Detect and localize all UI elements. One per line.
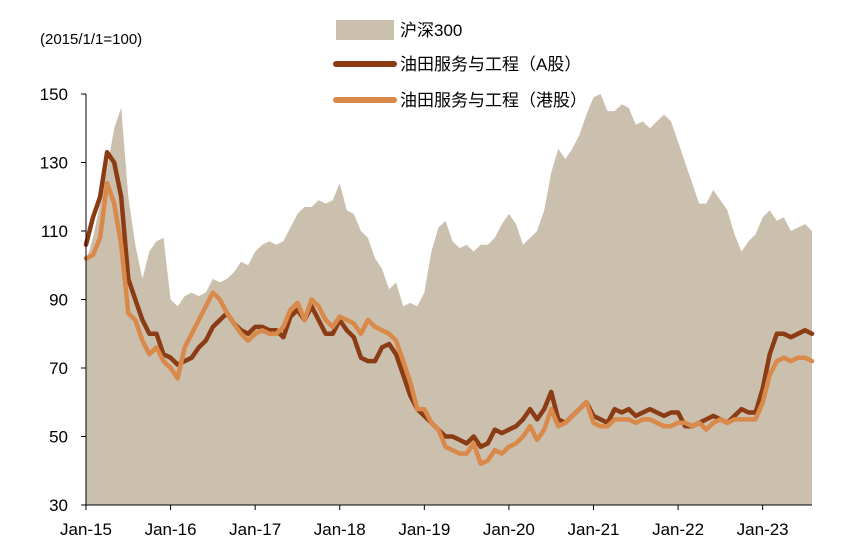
- y-tick-label: 50: [49, 428, 68, 447]
- legend-item-0: 沪深300: [336, 20, 462, 40]
- x-tick-label: Jan-20: [483, 520, 535, 539]
- legend-item-2: 油田服务与工程（港股）: [333, 91, 587, 110]
- x-tick-label: Jan-22: [652, 520, 704, 539]
- legend-label: 油田服务与工程（港股）: [400, 91, 587, 110]
- y-tick-label: 90: [49, 291, 68, 310]
- x-tick-labels: Jan-15 Jan-16 Jan-17 Jan-18 Jan-19 Jan-20 Jan-…: [60, 505, 789, 539]
- x-tick-label: Jan-16: [145, 520, 197, 539]
- x-tick-label: Jan-21: [568, 520, 620, 539]
- series-line-2: [83, 180, 815, 467]
- unit-note: (2015/1/1=100): [40, 31, 142, 48]
- x-tick-label: Jan-15: [60, 520, 112, 539]
- x-tick-label: Jan-18: [314, 520, 366, 539]
- x-tick-label: Jan-17: [229, 520, 281, 539]
- line-layer: [83, 149, 815, 467]
- y-tick-label: 30: [49, 496, 68, 515]
- area-layer: [86, 94, 812, 505]
- legend-label: 沪深300: [400, 21, 462, 40]
- legend: 沪深300 油田服务与工程（A股） 油田服务与工程（港股）: [333, 20, 587, 110]
- x-tick-label: Jan-23: [737, 520, 789, 539]
- legend-swatch: [336, 20, 394, 40]
- legend-item-1: 油田服务与工程（A股）: [333, 55, 581, 74]
- y-tick-label: 150: [40, 85, 68, 104]
- series-area-0: [86, 94, 812, 505]
- y-tick-label: 110: [41, 222, 68, 241]
- y-tick-labels: 30 50 70 90 110 130 150: [40, 85, 86, 515]
- x-tick-label: Jan-19: [398, 520, 450, 539]
- legend-label: 油田服务与工程（A股）: [400, 55, 581, 74]
- y-tick-label: 130: [40, 154, 68, 173]
- y-tick-label: 70: [49, 359, 68, 378]
